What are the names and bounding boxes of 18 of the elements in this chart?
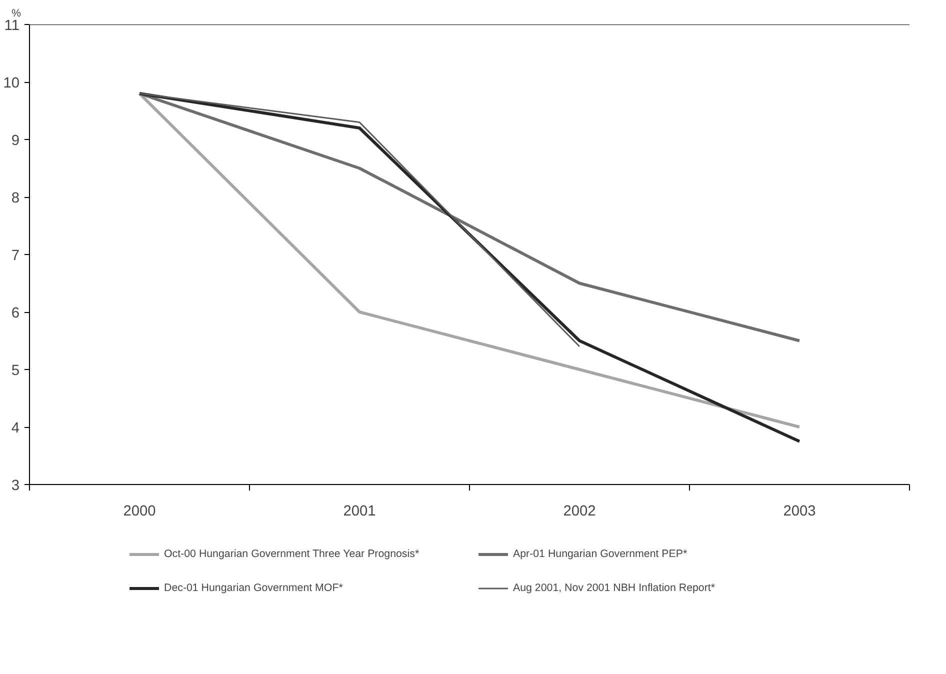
y-tick-label: 10 bbox=[3, 76, 20, 92]
y-tick-label: 4 bbox=[11, 420, 20, 436]
legend-label: Aug 2001, Nov 2001 NBH Inflation Report* bbox=[513, 582, 716, 594]
x-tick-label: 2001 bbox=[343, 504, 376, 520]
x-tick-label: 2003 bbox=[783, 504, 816, 520]
y-axis-title: % bbox=[12, 8, 22, 20]
y-tick-label: 9 bbox=[11, 133, 20, 149]
y-tick-label: 11 bbox=[4, 18, 20, 34]
y-tick-label: 8 bbox=[11, 190, 20, 206]
y-tick-label: 3 bbox=[11, 478, 20, 494]
x-tick-label: 2000 bbox=[123, 504, 156, 520]
legend-label: Oct-00 Hungarian Government Three Year Prognosis* bbox=[164, 548, 420, 560]
y-tick-label: 7 bbox=[11, 248, 20, 264]
legend-label: Apr-01 Hungarian Government PEP* bbox=[513, 548, 688, 560]
y-tick-label: 6 bbox=[11, 306, 20, 322]
y-tick-label: 5 bbox=[11, 363, 20, 379]
legend-label: Dec-01 Hungarian Government MOF* bbox=[164, 582, 344, 594]
x-tick-label: 2002 bbox=[563, 504, 596, 520]
